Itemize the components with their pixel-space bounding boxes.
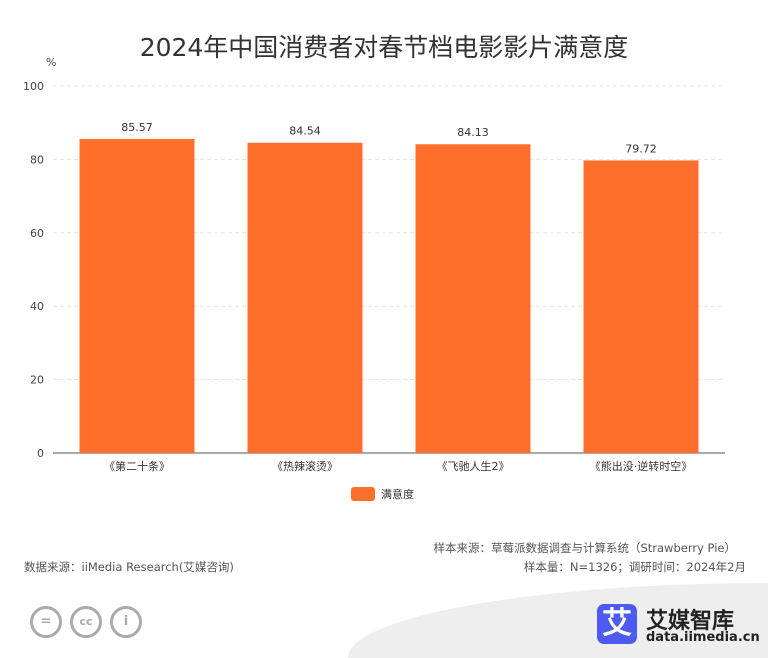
x-tick-label: 《第二十条》 bbox=[104, 459, 170, 473]
legend-label: 满意度 bbox=[381, 488, 414, 501]
legend-swatch bbox=[351, 487, 375, 501]
x-tick-label: 《熊出没·逆转时空》 bbox=[590, 459, 693, 473]
y-tick-label: 40 bbox=[30, 300, 44, 313]
x-tick-label: 《飞驰人生2》 bbox=[437, 459, 510, 473]
cc-nd-icon: = bbox=[30, 606, 62, 638]
y-tick-label: 20 bbox=[30, 374, 44, 387]
brand-name: 艾媒智库 bbox=[646, 609, 735, 634]
bar bbox=[79, 138, 195, 453]
sample-source: 样本来源：草莓派数据调查与计算系统（Strawberry Pie） bbox=[433, 541, 736, 555]
data-label: 84.13 bbox=[457, 126, 489, 139]
sample-info: 样本量：N=1326；调研时间：2024年2月 bbox=[523, 560, 746, 574]
bar bbox=[247, 142, 363, 453]
data-label: 79.72 bbox=[625, 142, 657, 155]
y-axis-unit: % bbox=[46, 56, 57, 69]
data-label: 84.54 bbox=[289, 125, 321, 138]
plot-area: 0 20 40 60 80 100 85.57 《第二十条》 84.54 《热辣滚烫》 84.13 《… bbox=[23, 80, 725, 473]
data-label: 85.57 bbox=[121, 121, 153, 134]
brand-url: data.iimedia.cn bbox=[646, 630, 760, 645]
cc-icon: cc bbox=[70, 606, 102, 638]
y-tick-label: 80 bbox=[30, 153, 44, 166]
brand-logo: 艾 bbox=[597, 604, 637, 644]
bar bbox=[583, 160, 699, 453]
data-source: 数据来源：iiMedia Research(艾媒咨询) bbox=[24, 560, 234, 574]
x-tick-label: 《热辣滚烫》 bbox=[272, 459, 338, 473]
cc-by-icon: i bbox=[110, 606, 142, 638]
y-tick-label: 0 bbox=[37, 447, 44, 460]
legend: 满意度 bbox=[351, 486, 414, 502]
chart-title: 2024年中国消费者对春节档电影影片满意度 bbox=[139, 33, 629, 62]
y-tick-label: 60 bbox=[30, 227, 44, 240]
bar bbox=[415, 144, 531, 453]
y-tick-label: 100 bbox=[23, 80, 44, 93]
